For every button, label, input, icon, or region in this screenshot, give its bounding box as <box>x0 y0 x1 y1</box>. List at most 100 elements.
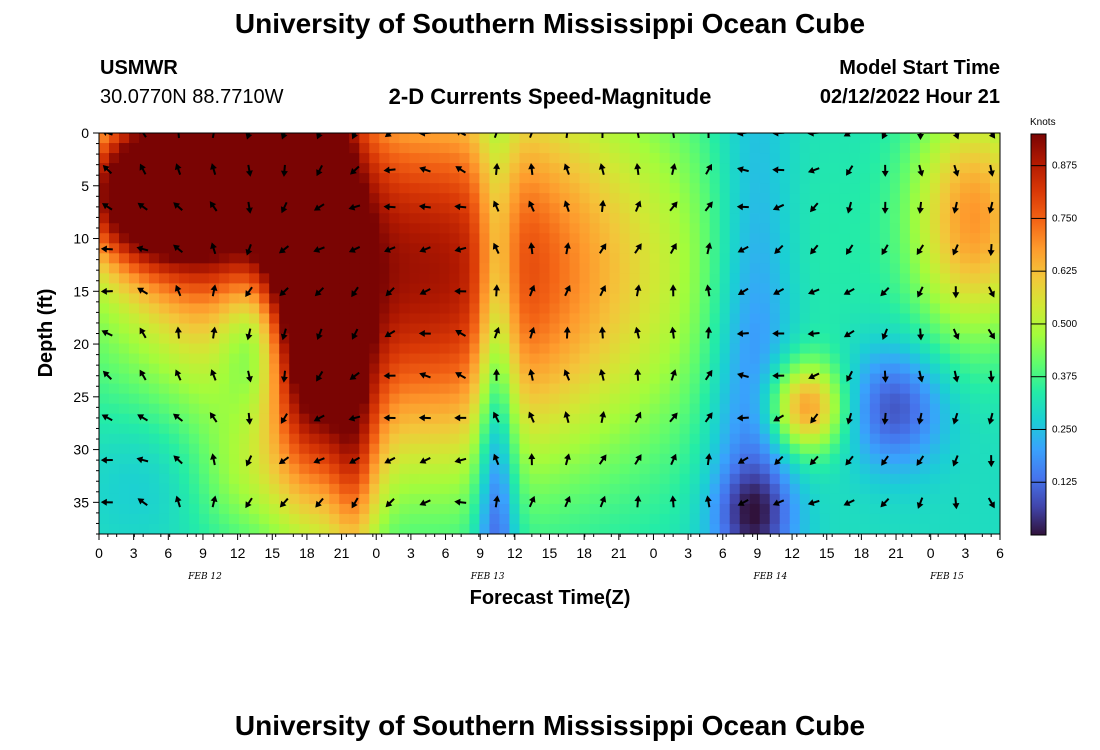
heatmap-cell <box>249 323 260 335</box>
heatmap-cell <box>759 443 771 455</box>
heatmap-cell <box>439 213 450 224</box>
heatmap-cell <box>919 443 931 455</box>
heatmap-cell <box>679 163 691 174</box>
heatmap-cell <box>149 383 160 395</box>
heatmap-cell <box>559 413 571 425</box>
heatmap-cell <box>479 193 491 204</box>
heatmap-cell <box>239 223 250 234</box>
heatmap-cell <box>99 233 110 244</box>
heatmap-cell <box>339 313 350 325</box>
heatmap-cell <box>989 353 1000 365</box>
colorbar-tick-label: 0.250 <box>1052 424 1077 435</box>
current-arrow <box>173 202 183 211</box>
heatmap-cell <box>269 343 280 355</box>
heatmap-cell <box>269 313 280 325</box>
heatmap-cell <box>129 283 140 295</box>
heatmap-cell <box>689 513 701 525</box>
heatmap-cell <box>839 453 851 465</box>
heatmap-cell <box>479 363 491 375</box>
heatmap-cell <box>499 383 511 395</box>
heatmap-cell <box>569 283 581 295</box>
heatmap-cell <box>959 173 971 184</box>
heatmap-cell <box>819 493 831 505</box>
heatmap-cell <box>989 393 1000 405</box>
heatmap-cell <box>779 313 791 325</box>
heatmap-cell <box>119 373 130 385</box>
heatmap-cell <box>179 343 190 355</box>
heatmap-cell <box>259 463 270 475</box>
heatmap-cell <box>189 383 200 395</box>
heatmap-cell <box>889 383 901 395</box>
heatmap-cell <box>659 443 671 455</box>
heatmap-cell <box>109 373 120 385</box>
heatmap-cell <box>789 163 801 174</box>
heatmap-cell <box>699 503 711 515</box>
heatmap-cell <box>589 163 601 174</box>
heatmap-cell <box>899 393 911 405</box>
heatmap-cell <box>289 393 300 405</box>
heatmap-cell <box>649 403 661 415</box>
heatmap-cell <box>109 463 120 475</box>
heatmap-cell <box>179 463 190 475</box>
heatmap-cell <box>829 313 841 325</box>
heatmap-cell <box>759 173 771 184</box>
heatmap-cell <box>479 253 491 264</box>
heatmap-cell <box>299 353 310 365</box>
heatmap-cell <box>729 493 741 505</box>
current-arrow <box>383 372 396 380</box>
heatmap-cell <box>409 183 420 194</box>
heatmap-cell <box>369 203 380 214</box>
heatmap-cell <box>479 133 491 144</box>
heatmap-cell <box>539 443 551 455</box>
current-arrow <box>454 456 467 464</box>
heatmap-cell <box>549 413 561 425</box>
heatmap-cell <box>249 153 260 164</box>
heatmap-cell <box>189 523 200 534</box>
heatmap-cell <box>279 173 290 184</box>
heatmap-cell <box>629 403 641 415</box>
colorbar-tick-label: 0.625 <box>1052 266 1077 277</box>
heatmap-cell <box>659 513 671 525</box>
heatmap-cell <box>869 373 881 385</box>
heatmap-cell <box>619 403 631 415</box>
heatmap-cell <box>949 343 961 355</box>
heatmap-cell <box>129 403 140 415</box>
heatmap-cell <box>829 413 841 425</box>
heatmap-cell <box>449 473 460 485</box>
heatmap-cell <box>639 523 651 534</box>
heatmap-cell <box>119 513 130 525</box>
heatmap-cell <box>409 453 420 465</box>
heatmap-cell <box>679 443 691 455</box>
heatmap-cell <box>979 403 991 415</box>
heatmap-cell <box>289 163 300 174</box>
heatmap-cell <box>959 513 971 525</box>
heatmap-cell <box>959 193 971 204</box>
heatmap-cell <box>249 283 260 295</box>
heatmap-cell <box>339 303 350 315</box>
heatmap-cell <box>699 303 711 315</box>
heatmap-cell <box>329 213 340 224</box>
heatmap-cell <box>929 193 941 204</box>
heatmap-cell <box>979 423 991 435</box>
heatmap-cell <box>949 173 961 184</box>
heatmap-cell <box>109 303 120 315</box>
heatmap-cell <box>699 483 711 495</box>
heatmap-cell <box>269 253 280 264</box>
heatmap-cell <box>479 203 491 214</box>
heatmap-cell <box>339 353 350 365</box>
heatmap-cell <box>289 303 300 315</box>
heatmap-cell <box>539 473 551 485</box>
heatmap-cell <box>289 433 300 445</box>
current-arrow <box>137 498 148 507</box>
current-arrow <box>807 330 820 338</box>
heatmap-cell <box>719 433 731 445</box>
heatmap-cell <box>809 433 821 445</box>
heatmap-cell <box>949 403 961 415</box>
heatmap-cell <box>99 523 110 534</box>
heatmap-cell <box>329 393 340 405</box>
heatmap-cell <box>409 503 420 515</box>
heatmap-cell <box>599 143 611 154</box>
heatmap-cell <box>299 243 310 254</box>
current-arrow <box>881 412 889 425</box>
heatmap-cell <box>789 483 801 495</box>
